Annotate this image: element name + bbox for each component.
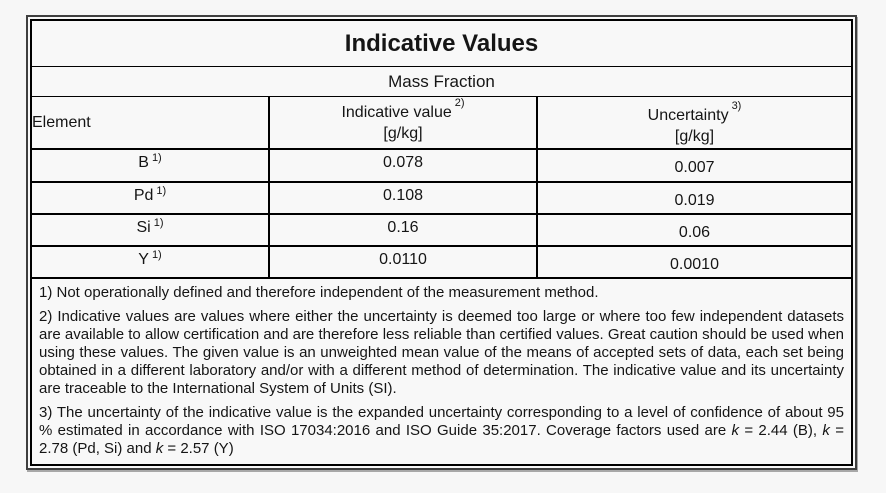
table-row: B 1) 0.078 0.007 xyxy=(32,150,851,183)
uncertainty-cell: 0.019 xyxy=(674,191,715,209)
uncertainty-cell: 0.007 xyxy=(674,159,715,177)
header-uncertainty-unit: [g/kg] xyxy=(674,127,715,145)
indicative-value-cell: 0.0110 xyxy=(270,246,538,277)
element-cell: Y 1) xyxy=(32,246,270,277)
element-cell: Pd 1) xyxy=(32,182,270,213)
coverage-factor-k: k xyxy=(822,421,830,439)
footnote-1: 1) Not operationally defined and therefo… xyxy=(39,283,599,301)
table-row: Pd 1) 0.108 0.019 xyxy=(32,182,851,215)
uncertainty-cell: 0.06 xyxy=(678,223,711,241)
indicative-value-cell: 0.078 xyxy=(270,150,538,181)
indicative-value-cell: 0.108 xyxy=(270,182,538,213)
coverage-factor-k: k xyxy=(731,421,740,439)
header-element: Element xyxy=(32,97,270,149)
table-row: Y 1) 0.0110 0.0010 xyxy=(32,246,851,279)
page-title: Indicative Values xyxy=(32,21,851,68)
header-element-label: Element xyxy=(32,114,91,132)
footnotes-section: 1) Not operationally defined and therefo… xyxy=(32,279,851,464)
header-indicative-value-label: Indicative value2) xyxy=(341,96,465,121)
footnote-2: 2) Indicative values are values where ei… xyxy=(39,307,844,397)
header-uncertainty: Uncertainty3) [g/kg] xyxy=(538,97,851,148)
uncertainty-cell: 0.0010 xyxy=(670,255,719,273)
indicative-value-cell: 0.16 xyxy=(270,214,538,245)
table-row: Si 1) 0.16 0.06 xyxy=(32,214,851,247)
subtitle-mass-fraction: Mass Fraction xyxy=(32,67,851,98)
element-cell: B 1) xyxy=(32,150,270,181)
header-indicative-value: Indicative value2) [g/kg] xyxy=(270,96,538,149)
footnote-ref-2: 2) xyxy=(454,96,465,109)
table-frame: Indicative Values Mass Fraction Element … xyxy=(26,15,857,470)
coverage-factor-k: k xyxy=(155,439,164,457)
header-uncertainty-label: Uncertainty3) xyxy=(647,99,742,124)
footnote-3: 3) The uncertainty of the indicative val… xyxy=(39,403,844,457)
footnote-ref-3: 3) xyxy=(731,99,742,112)
indicative-values-table: Indicative Values Mass Fraction Element … xyxy=(30,19,853,466)
element-cell: Si 1) xyxy=(32,214,270,245)
table-header-row: Element Indicative value2) [g/kg] Uncert… xyxy=(32,96,851,151)
header-indicative-value-unit: [g/kg] xyxy=(383,124,423,142)
